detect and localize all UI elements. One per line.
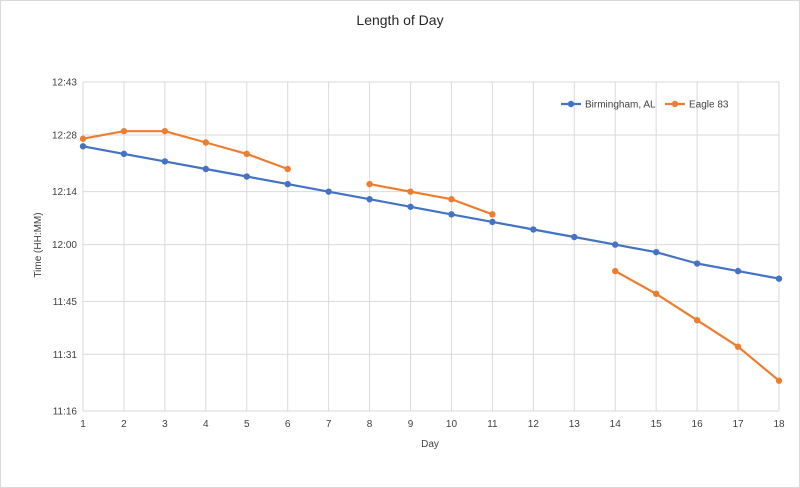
data-point (530, 226, 537, 233)
x-axis-title: Day (421, 439, 439, 450)
data-point (652, 290, 660, 297)
x-tick-label: 12 (528, 419, 540, 430)
data-point (366, 196, 373, 203)
y-tick-label: 11:16 (53, 407, 78, 418)
x-tick-label: 1 (80, 419, 86, 430)
x-tick-label: 14 (610, 419, 622, 430)
legend-item: Birmingham, AL (561, 100, 656, 111)
x-tick-label: 2 (121, 419, 127, 430)
series-lines (79, 127, 783, 384)
y-tick-label: 12:43 (52, 78, 77, 89)
data-point (448, 211, 455, 218)
y-tick-label: 11:45 (53, 297, 78, 308)
data-point (243, 150, 250, 158)
gridlines (82, 81, 780, 412)
legend: Birmingham, AL Eagle 83 (561, 100, 729, 111)
x-tick-label: 8 (367, 419, 373, 430)
data-point (571, 233, 578, 241)
series-line (81, 130, 781, 382)
y-axis-title: Time (HH:MM) (33, 212, 44, 277)
data-point (775, 377, 783, 384)
legend-label: Eagle 83 (689, 100, 729, 111)
data-point (325, 188, 332, 195)
x-tick-label: 13 (569, 419, 581, 430)
data-point (79, 143, 87, 150)
x-tick-label: 3 (162, 419, 168, 430)
data-point (120, 150, 128, 158)
data-point (734, 343, 742, 350)
data-point (612, 241, 619, 248)
data-point (202, 139, 210, 146)
y-tick-label: 12:14 (52, 187, 77, 198)
x-tick-label: 4 (203, 419, 209, 430)
legend-label: Birmingham, AL (585, 100, 656, 111)
y-tick-label: 11:31 (53, 350, 78, 361)
data-point (79, 135, 87, 142)
data-point (612, 267, 619, 275)
data-point (407, 203, 414, 210)
legend-swatch-marker (567, 100, 575, 108)
x-tick-label: 9 (408, 419, 414, 430)
y-tick-label: 12:28 (52, 130, 77, 141)
data-point (734, 267, 742, 275)
legend-item: Eagle 83 (665, 100, 729, 111)
data-point (448, 196, 455, 203)
data-point (489, 218, 496, 226)
y-tick-label: 12:00 (52, 240, 77, 251)
data-point (489, 211, 496, 218)
chart-title: Length of Day (356, 12, 443, 28)
data-point (693, 317, 701, 324)
data-point (775, 275, 783, 282)
x-tick-label: 15 (651, 419, 663, 430)
data-point (243, 173, 250, 180)
data-point (407, 188, 414, 195)
data-point (120, 127, 128, 135)
data-point (693, 260, 701, 267)
data-point (284, 180, 291, 188)
series-1 (79, 143, 783, 282)
data-point (161, 158, 169, 165)
x-tick-label: 7 (326, 419, 332, 430)
series-2 (79, 127, 783, 384)
x-tick-label: 11 (487, 419, 498, 430)
data-point (284, 165, 291, 173)
data-point (366, 180, 373, 188)
x-tick-label: 18 (773, 419, 785, 430)
legend-swatch-marker (671, 100, 679, 108)
x-tick-label: 16 (692, 419, 704, 430)
x-tick-label: 6 (285, 419, 291, 430)
series-line (81, 145, 781, 280)
data-point (652, 248, 660, 256)
x-tick-label: 5 (244, 419, 250, 430)
x-tick-label: 10 (446, 419, 458, 430)
data-point (161, 127, 169, 135)
data-point (202, 165, 210, 173)
x-tick-label: 17 (732, 419, 744, 430)
